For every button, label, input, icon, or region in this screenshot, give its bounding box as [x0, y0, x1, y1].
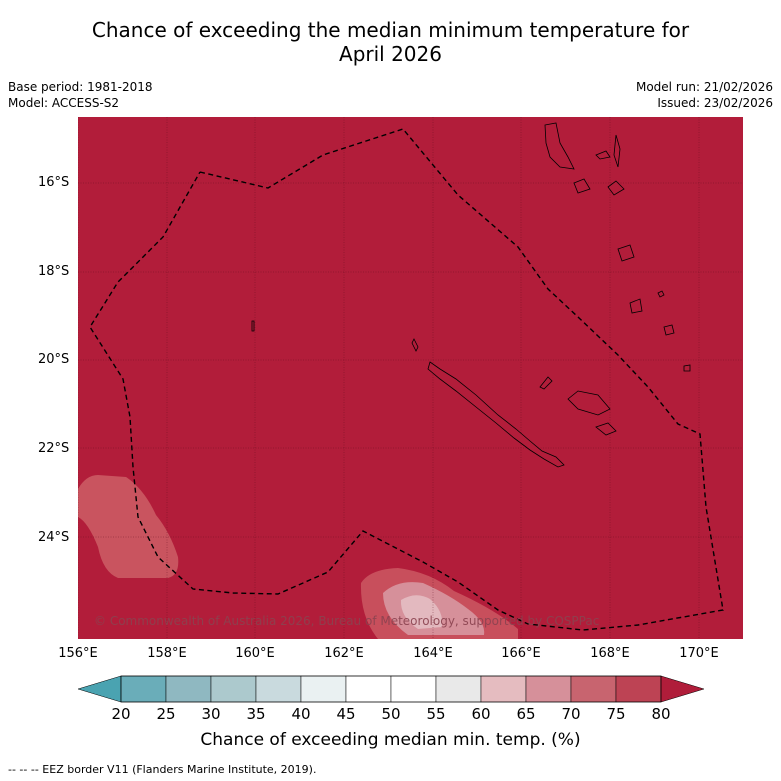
map-area [78, 117, 743, 639]
island-malakula [573, 178, 591, 194]
colorbar-bin [615, 675, 662, 703]
colorbar-bin [525, 675, 572, 703]
colorbar-tick-30: 30 [201, 705, 221, 723]
colorbar-over-triangle [660, 675, 705, 703]
island-tanna [629, 298, 643, 314]
lon-label-160e: 160°E [235, 646, 275, 661]
colorbar-bin [300, 675, 347, 703]
gridlines [78, 117, 743, 639]
lon-label-166e: 166°E [501, 646, 541, 661]
model-name: Model: ACCESS-S2 [8, 96, 120, 110]
island-mare [595, 422, 617, 436]
model-run: Model run: 21/02/2026 [635, 80, 773, 94]
colorbar-tick-70: 70 [561, 705, 581, 723]
colorbar [77, 675, 705, 705]
lon-label-170e: 170°E [679, 646, 719, 661]
eez-border [89, 128, 724, 631]
lat-label-20s: 20°S [38, 352, 70, 367]
map-title: Chance of exceeding the median minimum t… [0, 18, 781, 66]
island-lifou [567, 390, 611, 416]
colorbar-bin [210, 675, 257, 703]
island-small-west [251, 320, 255, 332]
colorbar-tick-25: 25 [156, 705, 176, 723]
title-line-2: April 2026 [339, 42, 442, 66]
island-pentecost [613, 134, 621, 168]
coastlines [251, 122, 691, 468]
anomaly-region-south-core [400, 595, 443, 629]
island-erromango [617, 244, 635, 262]
colorbar-tick-65: 65 [516, 705, 536, 723]
lon-label-168e: 168°E [590, 646, 630, 661]
colorbar-tick-40: 40 [291, 705, 311, 723]
lat-label-22s: 22°S [38, 441, 70, 456]
anomaly-region-west [78, 475, 179, 578]
lat-label-24s: 24°S [38, 530, 70, 545]
map-background [78, 117, 743, 639]
colorbar-bin [165, 675, 212, 703]
colorbar-frame [120, 675, 662, 703]
colorbar-tick-20: 20 [111, 705, 131, 723]
colorbar-bin [480, 675, 527, 703]
colorbar-tick-75: 75 [606, 705, 626, 723]
colorbar-bins [120, 675, 662, 703]
colorbar-tick-80: 80 [651, 705, 671, 723]
lat-label-16s: 16°S [38, 175, 70, 190]
colorbar-bin [390, 675, 437, 703]
colorbar-bin [435, 675, 482, 703]
eez-legend-footer: -- -- -- EEZ border V11 (Flanders Marine… [8, 763, 317, 776]
title-line-1: Chance of exceeding the median minimum t… [91, 18, 690, 42]
lon-label-158e: 158°E [147, 646, 187, 661]
island-new-caledonia [427, 361, 565, 468]
colorbar-tick-60: 60 [471, 705, 491, 723]
colorbar-svg [77, 675, 705, 703]
colorbar-tick-55: 55 [426, 705, 446, 723]
colorbar-bin [570, 675, 617, 703]
colorbar-tick-45: 45 [336, 705, 356, 723]
lon-label-162e: 162°E [324, 646, 364, 661]
meta-right: Model run: 21/02/2026 Issued: 23/02/2026 [636, 79, 773, 111]
colorbar-tick-35: 35 [246, 705, 266, 723]
lon-label-164e: 164°E [413, 646, 453, 661]
colorbar-tick-50: 50 [381, 705, 401, 723]
island-ambae [595, 150, 611, 160]
island-small-east [657, 290, 665, 298]
copyright-notice: © Commonwealth of Australia 2026, Bureau… [94, 614, 600, 628]
island-aneityum [663, 324, 675, 336]
map-svg [78, 117, 743, 639]
lon-label-156e: 156°E [58, 646, 98, 661]
base-period: Base period: 1981-2018 [8, 80, 153, 94]
colorbar-bin [255, 675, 302, 703]
island-efate [607, 180, 625, 196]
island-espiritu-santo [544, 122, 575, 170]
issued-date: Issued: 23/02/2026 [657, 96, 773, 110]
colorbar-bin [345, 675, 392, 703]
colorbar-under-triangle [77, 675, 122, 703]
colorbar-bin [120, 675, 167, 703]
meta-left: Base period: 1981-2018 Model: ACCESS-S2 [8, 79, 153, 111]
colorbar-label: Chance of exceeding median min. temp. (%… [200, 730, 581, 750]
island-ouvea [539, 376, 553, 390]
lat-label-18s: 18°S [38, 264, 70, 279]
island-walpole [683, 364, 691, 372]
island-belep [411, 338, 419, 352]
